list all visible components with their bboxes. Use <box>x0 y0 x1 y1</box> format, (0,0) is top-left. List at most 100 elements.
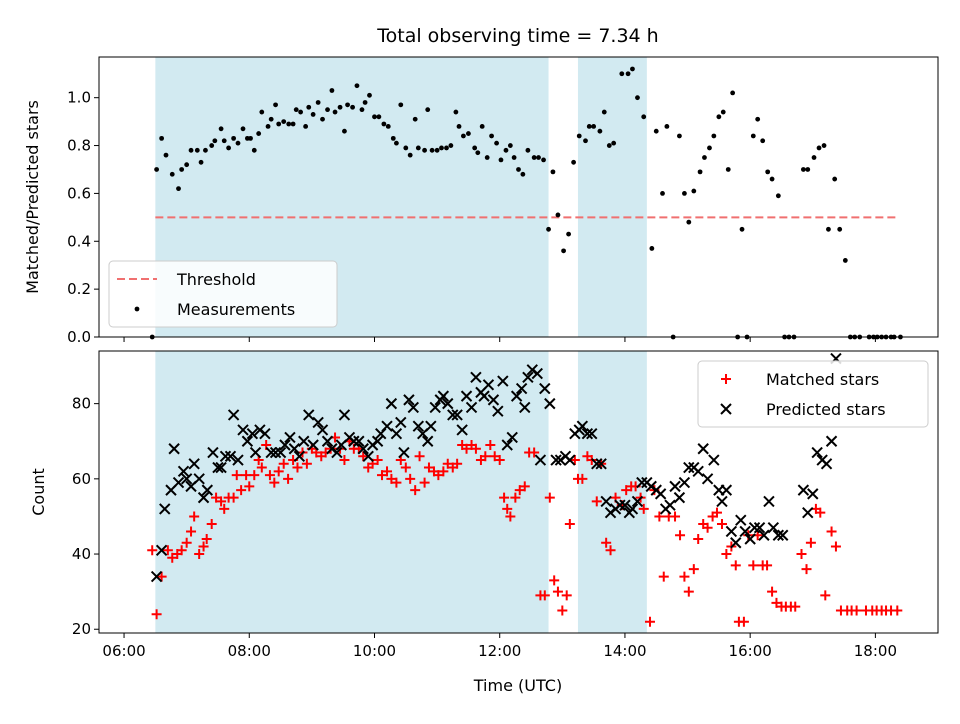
matched-stars-point <box>201 534 212 544</box>
matched-stars-point <box>151 609 162 620</box>
matched-stars-point <box>264 470 275 481</box>
measurement-point <box>268 116 274 122</box>
measurement-point <box>591 124 597 129</box>
predicted-stars-point <box>288 443 301 455</box>
measurement-point <box>218 126 224 132</box>
measurement-point <box>310 112 316 117</box>
measurement-point <box>248 135 253 141</box>
measurement-point <box>159 135 165 141</box>
measurement-point <box>303 124 309 129</box>
predicted-stars-point <box>232 454 244 466</box>
predicted-stars-point <box>492 405 504 417</box>
matched-stars-point <box>358 451 369 462</box>
measurement-point <box>837 226 843 232</box>
predicted-stars-point <box>478 390 490 402</box>
measurement-point <box>434 147 440 153</box>
predicted-stars-point <box>631 495 644 508</box>
matched-stars-point <box>489 451 500 462</box>
predicted-stars-point <box>716 495 728 508</box>
predicted-stars-point <box>265 446 277 459</box>
measurement-point <box>315 100 321 105</box>
axes-frame <box>98 350 939 634</box>
matched-stars-point <box>485 440 496 450</box>
measurement-point <box>730 90 736 96</box>
x-axis-title: Time (UTC) <box>473 676 562 695</box>
matched-stars-point <box>156 571 167 582</box>
predicted-stars-point <box>825 435 838 447</box>
predicted-stars-point <box>390 428 403 440</box>
measurement-point <box>453 109 459 115</box>
predicted-stars-point <box>763 495 775 508</box>
measurement-point <box>394 140 399 146</box>
predicted-stars-point <box>316 424 329 436</box>
measurement-point <box>641 114 647 120</box>
measurement-point <box>597 128 603 134</box>
measurement-point <box>306 104 312 110</box>
matched-stars-point <box>557 605 568 616</box>
measurement-point <box>536 155 541 160</box>
measurement-point <box>653 128 659 134</box>
predicted-stars-point <box>215 461 227 474</box>
predicted-stars-point <box>425 420 437 432</box>
measurement-point <box>826 226 831 232</box>
matched-stars-point <box>549 575 560 586</box>
y-tick-label: 0.2 <box>67 280 91 298</box>
measurement-point <box>169 171 175 177</box>
measurement-point <box>403 145 409 151</box>
measurement-point <box>635 95 640 101</box>
predicted-stars-point <box>207 446 219 459</box>
predicted-stars-point <box>510 390 523 402</box>
matched-stars-point <box>601 537 612 548</box>
matched-stars-point <box>762 560 773 571</box>
predicted-stars-point <box>673 491 686 504</box>
measurement-point <box>179 167 185 172</box>
measurement-point <box>619 71 625 77</box>
measurement-point <box>821 143 827 148</box>
matched-stars-point <box>519 481 530 492</box>
measurement-point <box>520 171 526 177</box>
measurement-point <box>755 116 761 122</box>
x-tick-label: 12:00 <box>478 642 521 660</box>
predicted-stars-point <box>591 458 603 470</box>
measurement-point <box>286 121 292 127</box>
shaded-interval <box>577 57 647 337</box>
measurement-point <box>407 152 413 158</box>
matched-stars-point <box>702 522 713 533</box>
matched-stars-point <box>514 485 525 496</box>
legend-label: Measurements <box>177 300 295 319</box>
matched-stars-point <box>480 451 491 462</box>
measurement-point <box>760 138 766 144</box>
predicted-stars-point <box>664 499 676 511</box>
matched-stars-point <box>644 616 655 627</box>
measurement-point <box>475 150 481 156</box>
matched-stars-point <box>176 545 187 556</box>
matched-stars-point <box>301 458 312 469</box>
measurement-point <box>630 66 635 72</box>
measurement-point <box>765 169 771 175</box>
matched-stars-point <box>851 605 862 616</box>
predicted-stars-point <box>531 367 543 380</box>
matched-stars-point <box>219 503 230 514</box>
predicted-stars-point <box>678 476 691 489</box>
y-axis-title: Matched/Predicted stars <box>23 100 42 294</box>
matched-stars-point <box>211 492 222 503</box>
matched-stars-point <box>796 549 807 560</box>
measurement-point <box>381 121 387 127</box>
measurement-point <box>682 191 687 196</box>
matched-stars-point <box>564 518 575 529</box>
predicted-stars-point <box>303 409 315 421</box>
predicted-stars-point <box>744 533 756 545</box>
measurement-point <box>329 88 335 93</box>
measurement-point <box>251 147 257 153</box>
predicted-stars-point <box>338 409 351 421</box>
x-tick-label: 06:00 <box>102 642 145 660</box>
matched-stars-point <box>181 537 192 548</box>
measurement-point <box>265 124 271 129</box>
measurement-point <box>525 147 531 153</box>
predicted-stars-point <box>465 401 478 414</box>
matched-stars-point <box>539 590 550 601</box>
predicted-stars-point <box>748 522 761 534</box>
measurement-point <box>472 145 478 151</box>
measurement-point <box>194 147 200 153</box>
measurement-point <box>350 104 355 110</box>
